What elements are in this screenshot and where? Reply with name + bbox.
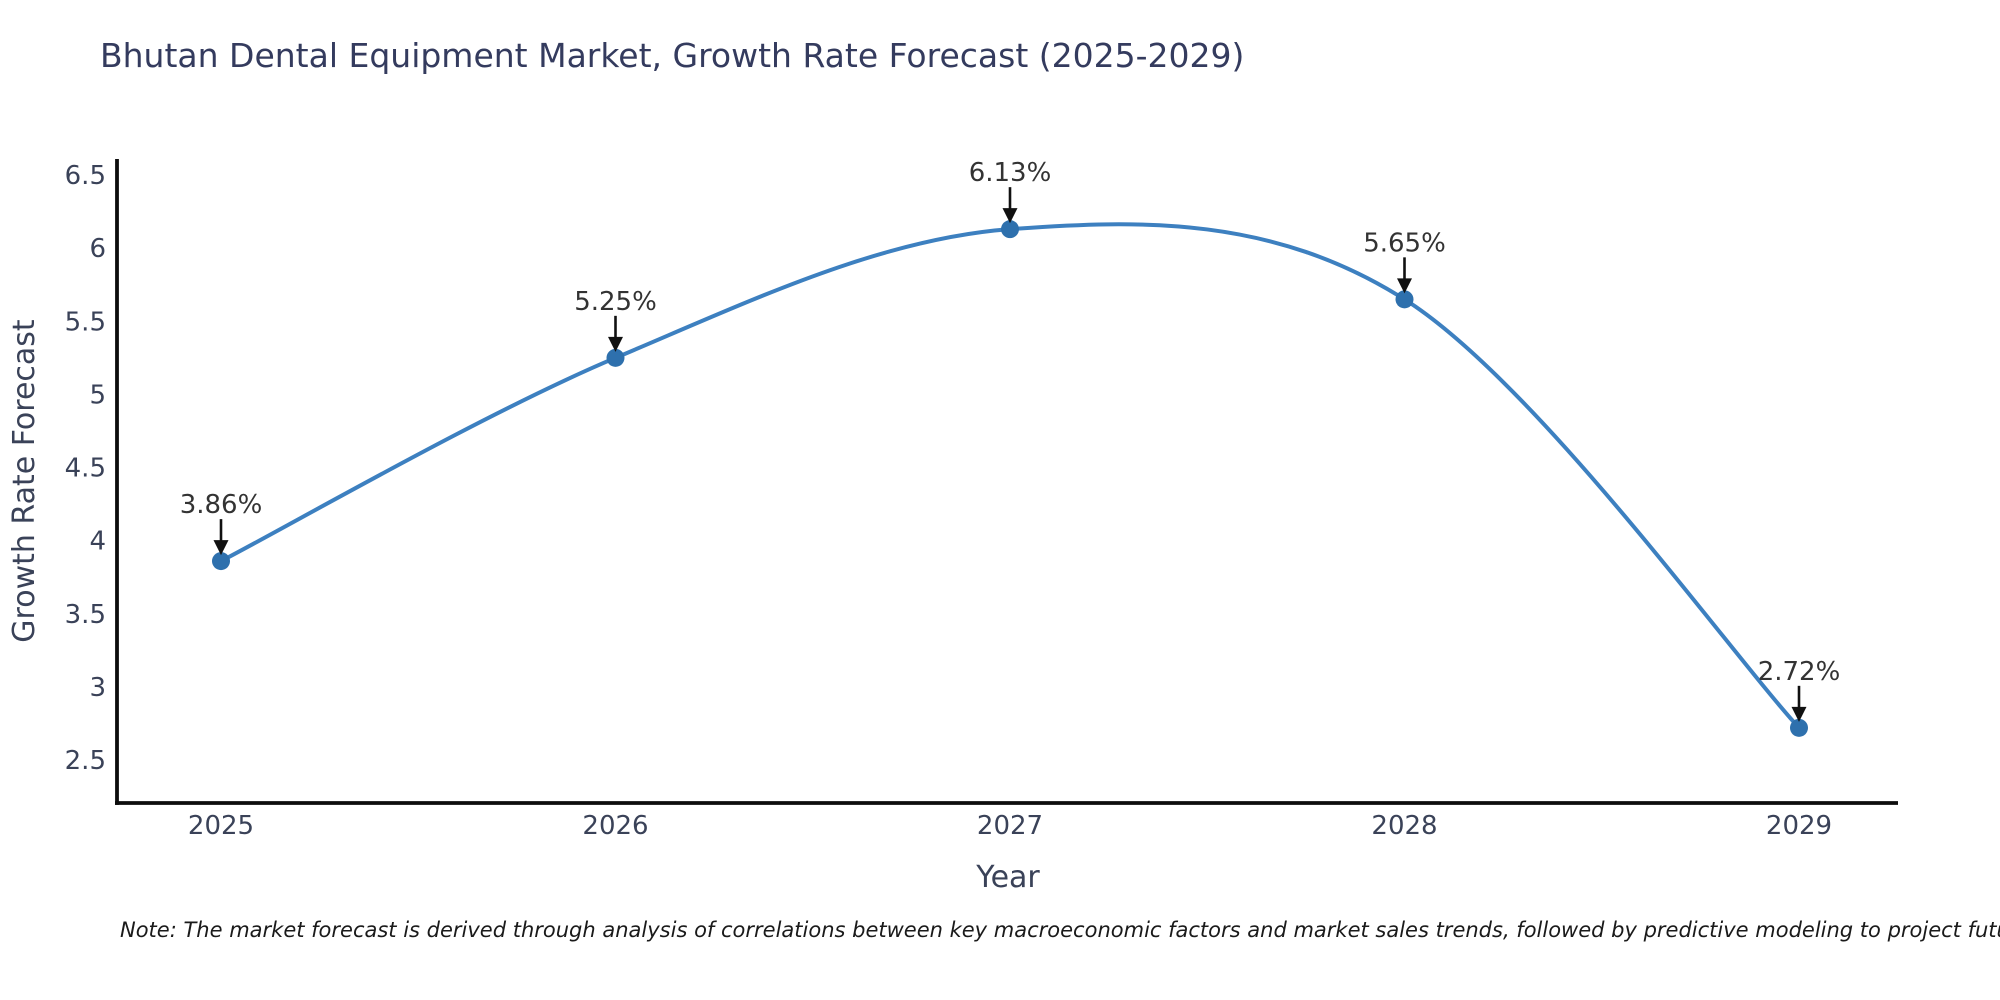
data-point-marker [1395,290,1414,309]
point-annotation-label: 2.72% [1758,657,1841,687]
annotation-arrow-head [1791,706,1807,722]
chart-title: Bhutan Dental Equipment Market, Growth R… [100,36,1245,75]
annotation-arrow-head [1002,208,1018,224]
y-tick-label: 3.5 [65,600,106,630]
point-annotation-label: 3.86% [180,490,263,520]
chart-footnote: Note: The market forecast is derived thr… [120,918,2000,942]
data-point-marker [1790,718,1808,737]
x-tick-label: 2028 [1371,811,1437,841]
x-tick-label: 2027 [977,811,1043,841]
data-point-marker [1001,220,1019,239]
y-tick-label: 3 [89,673,106,703]
y-tick-label: 5 [89,380,106,410]
y-tick-label: 5.5 [65,307,106,337]
point-annotation-label: 5.65% [1363,228,1446,258]
y-tick-label: 4.5 [65,454,106,484]
data-point-marker [606,348,625,367]
data-point-marker [212,552,230,571]
y-axis-title: Growth Rate Forecast [7,319,42,643]
y-tick-label: 4 [89,527,106,557]
trend-line [219,222,1801,730]
y-tick-label: 2.5 [65,746,106,776]
x-tick-label: 2029 [1766,811,1832,841]
x-tick-label: 2025 [188,811,254,841]
annotation-arrow-head [1397,278,1412,294]
point-annotation-label: 5.25% [574,287,657,317]
x-tick-label: 2026 [582,811,648,841]
x-axis-title: Year [975,860,1040,895]
annotation-arrow-head [213,540,229,556]
y-tick-label: 6.5 [65,161,106,191]
y-tick-label: 6 [89,234,106,264]
annotation-arrow-head [608,336,623,352]
point-annotation-label: 6.13% [969,158,1052,188]
